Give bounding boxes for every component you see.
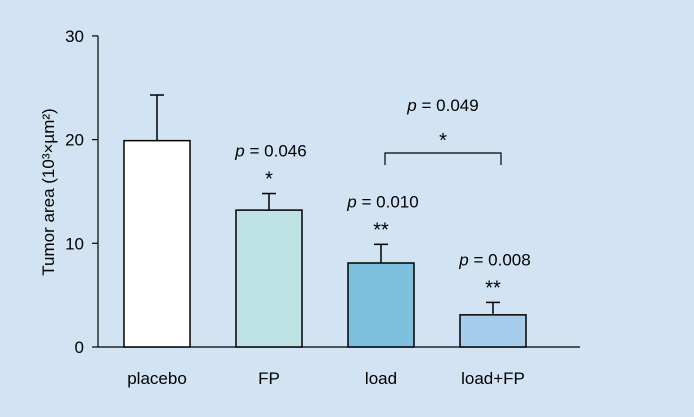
x-category-label: FP bbox=[258, 369, 280, 388]
bar-load bbox=[347, 262, 415, 348]
significance-stars: ** bbox=[373, 219, 389, 241]
bar-FP bbox=[235, 209, 303, 348]
comparison-stars: * bbox=[439, 130, 447, 152]
x-category-label: placebo bbox=[127, 369, 187, 388]
bar-placebo bbox=[123, 139, 191, 348]
x-category-label: load bbox=[365, 369, 397, 388]
significance-stars: * bbox=[265, 169, 273, 191]
x-category-label: load+FP bbox=[461, 369, 525, 388]
p-value-label: p = 0.049 bbox=[406, 96, 478, 115]
bar-load+FP bbox=[459, 314, 527, 348]
y-tick-label: 0 bbox=[75, 338, 84, 357]
p-value-label: p = 0.010 bbox=[346, 192, 418, 211]
p-value-label: p = 0.008 bbox=[458, 250, 530, 269]
y-tick-label: 30 bbox=[65, 27, 84, 46]
y-tick-label: 20 bbox=[65, 131, 84, 150]
significance-annotations: * p = 0.046 ** p = 0.010 ** p = 0.008 * p = 0.0… bbox=[234, 96, 530, 299]
y-axis-title: Tumor area (10³×µm²) bbox=[39, 108, 58, 275]
significance-stars: ** bbox=[485, 277, 501, 299]
comparison-bracket bbox=[384, 152, 502, 165]
bars: placebo FP load load+FP bbox=[123, 94, 527, 388]
y-tick-label: 10 bbox=[65, 234, 84, 253]
p-value-label: p = 0.046 bbox=[234, 142, 306, 161]
